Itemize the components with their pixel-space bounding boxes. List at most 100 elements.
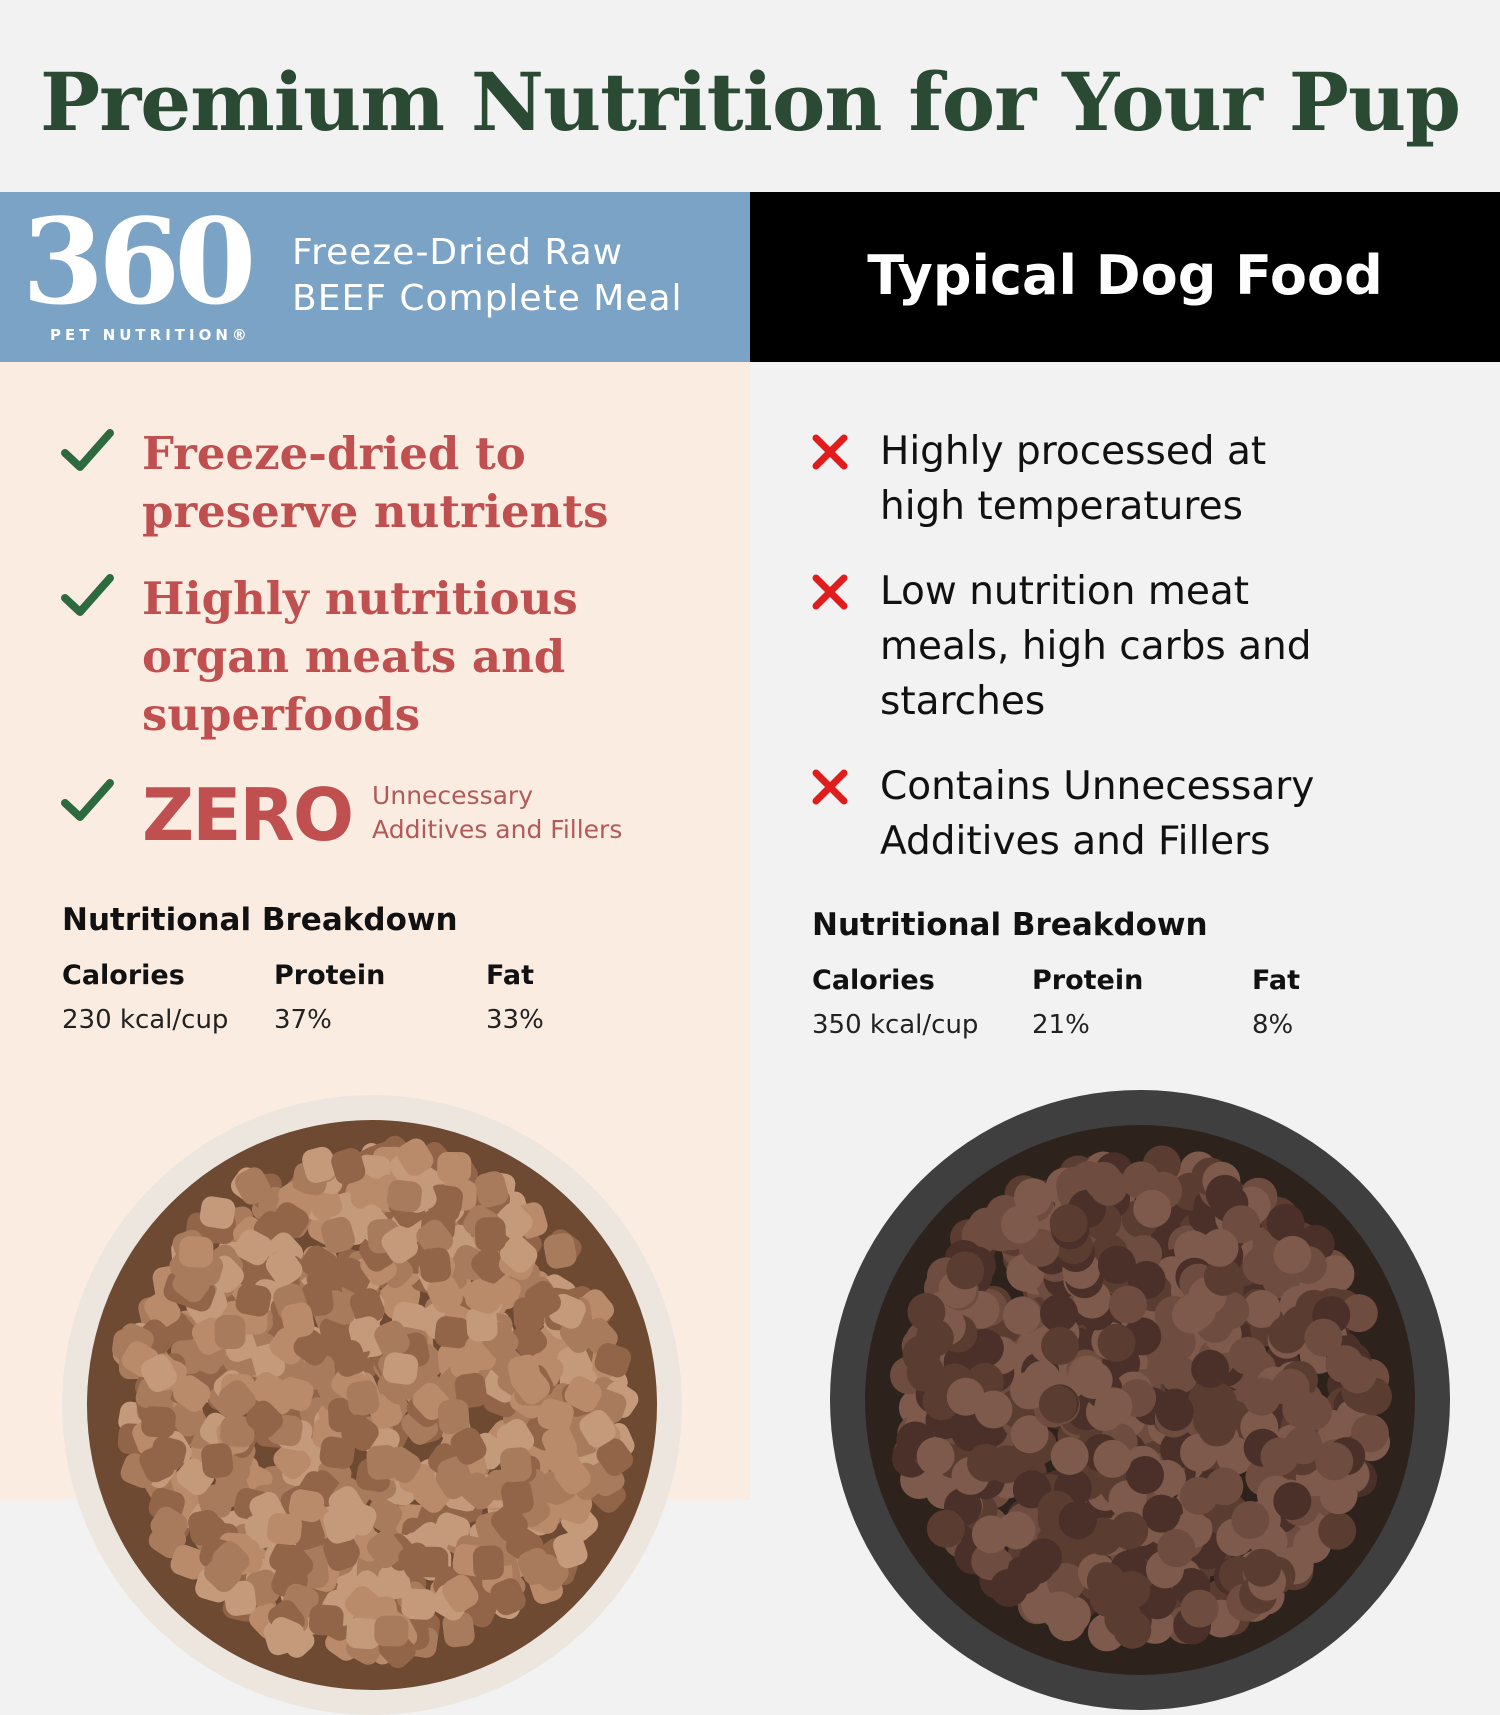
kibble-piece [537, 1398, 574, 1433]
kibble-piece [579, 1410, 616, 1448]
x-icon [812, 574, 848, 610]
kibble-piece [1284, 1426, 1323, 1465]
kibble-piece [427, 1275, 463, 1313]
kibble-piece [178, 1236, 214, 1268]
drawback-text: starches [880, 679, 1046, 724]
product-line-1: Freeze-Dried Raw [292, 232, 624, 273]
check-icon [61, 779, 114, 821]
kibble-piece [499, 1235, 538, 1273]
kibble-piece [245, 1400, 284, 1438]
kibble-piece [141, 1406, 176, 1438]
kibble-piece [346, 1380, 380, 1416]
kibble-piece [1157, 1529, 1196, 1568]
page-title: Premium Nutrition for Your Pup [39, 55, 1461, 149]
kibble-piece [1039, 1294, 1078, 1333]
kibble-piece [383, 1446, 421, 1483]
nutrition-heading: Nutritional Breakdown [62, 902, 458, 938]
kibble-piece [966, 1443, 1005, 1482]
benefit-item: ZERO Unnecessary Additives and Fillers [60, 775, 622, 855]
kibble-piece [277, 1377, 314, 1412]
kibble-piece [466, 1306, 498, 1342]
kibble-piece [220, 1415, 255, 1448]
kibble-piece [1050, 1437, 1089, 1476]
kibble-piece [596, 1438, 634, 1476]
kibble-piece [1315, 1442, 1354, 1481]
kibble-piece [1203, 1257, 1242, 1296]
drawback-text: Additives and Fillers [880, 819, 1271, 864]
kibble-piece [332, 1340, 367, 1377]
kibble-bowl-image [830, 1090, 1450, 1710]
kibble-piece [1266, 1203, 1305, 1242]
kibble-piece [1338, 1355, 1377, 1394]
check-icon [61, 429, 114, 471]
nutrition-heading: Nutritional Breakdown [812, 907, 1208, 943]
nutrition-value: 21% [1032, 1010, 1090, 1040]
kibble-piece [1133, 1189, 1172, 1228]
benefit-item: Freeze-dried to preserve nutrients [60, 425, 608, 541]
kibble-piece [150, 1436, 187, 1471]
kibble-piece [1171, 1295, 1210, 1334]
kibble-piece [397, 1138, 434, 1176]
nutrition-value: 8% [1252, 1010, 1294, 1040]
kibble-piece [1041, 1326, 1080, 1365]
kibble-piece [474, 1171, 509, 1208]
kibble-piece [1110, 1511, 1149, 1550]
kibble-piece [381, 1226, 418, 1264]
kibble-piece [321, 1216, 355, 1254]
kibble-piece [349, 1288, 385, 1325]
kibble-piece [1197, 1408, 1236, 1447]
kibble-piece [1228, 1336, 1267, 1375]
kibble-piece [971, 1515, 1010, 1554]
kibble-piece [541, 1425, 578, 1462]
kibble-piece [1089, 1167, 1128, 1206]
kibble-piece [293, 1328, 331, 1366]
brand-nutrition: Nutritional Breakdown Calories 230 kcal/c… [62, 902, 698, 1035]
kibble-piece [1093, 1439, 1132, 1478]
product-name: Freeze-Dried Raw BEEF Complete Meal [292, 230, 683, 322]
kibble-piece [271, 1202, 309, 1239]
kibble-piece [1242, 1290, 1281, 1329]
kibble-piece [1339, 1294, 1378, 1333]
benefit-text: Unnecessary [372, 781, 533, 810]
drawback-text: Low nutrition meat [880, 569, 1250, 614]
kibble-piece [140, 1354, 177, 1392]
kibble-piece [273, 1441, 311, 1480]
drawback-item: Low nutrition meat meals, high carbs and s… [810, 564, 1311, 729]
kibble-piece [173, 1375, 211, 1412]
kibble-piece [341, 1414, 379, 1451]
nutrition-value: 350 kcal/cup [812, 1010, 979, 1040]
kibble-piece [1273, 1482, 1312, 1521]
benefit-item: Highly nutritious organ meats and superfoo… [60, 570, 578, 744]
benefit-text: Additives and Fillers [372, 815, 623, 844]
kibble-piece [281, 1302, 315, 1339]
kibble-piece [907, 1292, 946, 1331]
kibble-piece [916, 1437, 955, 1476]
kibble-piece [1010, 1415, 1049, 1454]
nutrition-value: 230 kcal/cup [62, 1005, 229, 1035]
kibble-piece [471, 1246, 509, 1285]
nutrition-label: Fat [1252, 965, 1300, 996]
kibble-piece [235, 1167, 271, 1205]
benefit-text: preserve nutrients [142, 485, 609, 538]
nutrition-value: 37% [274, 1005, 332, 1035]
kibble-piece [1205, 1467, 1244, 1506]
kibble-piece [1104, 1599, 1143, 1638]
kibble-piece [906, 1354, 945, 1393]
kibble-piece [1268, 1315, 1307, 1354]
zero-label: ZERO [142, 773, 354, 857]
kibble-piece [926, 1509, 965, 1548]
kibble-piece [454, 1372, 487, 1409]
kibble-piece [235, 1229, 273, 1266]
kibble-piece [1010, 1371, 1049, 1410]
kibble-piece [1039, 1385, 1078, 1424]
kibble-piece [1108, 1285, 1147, 1324]
kibble-piece [437, 1399, 470, 1435]
kibble-piece [419, 1247, 452, 1283]
kibble-piece [1094, 1387, 1133, 1426]
drawback-item: Highly processed at high temperatures [810, 424, 1266, 534]
kibble-piece [1304, 1318, 1343, 1357]
kibble-piece [1097, 1323, 1136, 1362]
kibble-piece [524, 1280, 561, 1319]
kibble-piece [374, 1320, 410, 1358]
kibble-piece [1191, 1349, 1230, 1388]
